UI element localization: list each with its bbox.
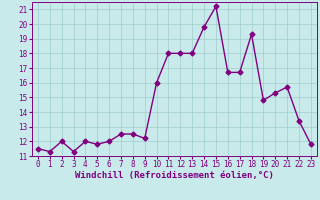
X-axis label: Windchill (Refroidissement éolien,°C): Windchill (Refroidissement éolien,°C) bbox=[75, 171, 274, 180]
